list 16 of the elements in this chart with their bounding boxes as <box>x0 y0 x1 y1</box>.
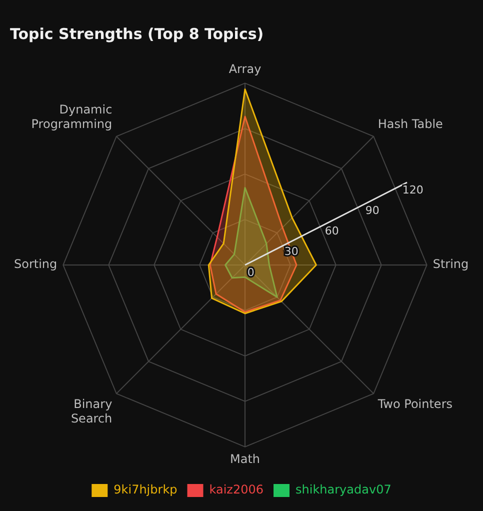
spoke-label: Binary Search <box>70 397 112 426</box>
y-tick-label: 60 <box>324 224 339 238</box>
spoke-label: Dynamic Programming <box>31 102 112 132</box>
legend-label: 9ki7hjbrkp <box>114 482 178 497</box>
spoke-label: String <box>432 257 469 272</box>
spoke-label: Math <box>230 452 260 466</box>
y-tick-label: 90 <box>365 204 380 217</box>
y-tick-label: 0 <box>247 266 254 279</box>
spoke-label: Array <box>228 62 262 76</box>
y-tick-label: 120 <box>402 183 424 196</box>
spoke-label: Two Pointers <box>376 397 453 412</box>
legend-label: shikharyadav07 <box>296 482 392 497</box>
spoke-label: Hash Table <box>378 117 443 132</box>
chart-title: Topic Strengths (Top 8 Topics) <box>10 24 264 43</box>
spoke-label: Sorting <box>14 257 58 272</box>
legend-label: kaiz2006 <box>209 482 264 497</box>
